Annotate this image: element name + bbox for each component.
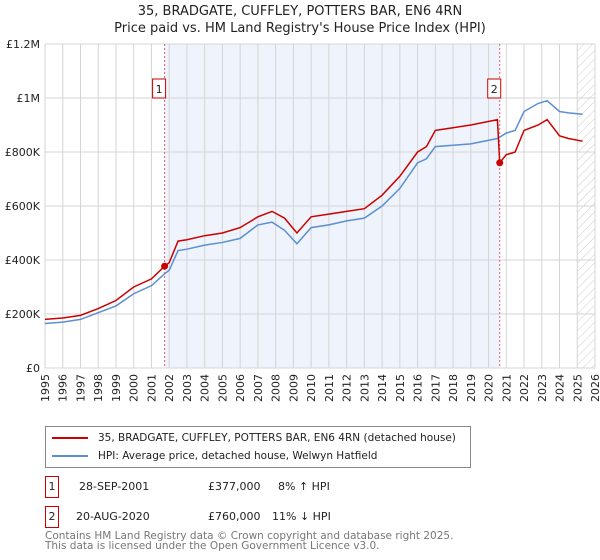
x-tick-label: 2017 xyxy=(429,374,442,402)
x-tick-label: 2001 xyxy=(145,374,158,402)
sale-price: £760,000 xyxy=(208,510,261,523)
x-tick-label: 1997 xyxy=(74,374,87,402)
sale-price: £377,000 xyxy=(208,480,261,493)
x-tick-label: 2005 xyxy=(216,374,229,402)
series-line-hpi xyxy=(44,99,583,325)
y-tick-label: £1M xyxy=(17,92,41,105)
footer-line-2: This data is licensed under the Open Gov… xyxy=(45,540,380,552)
y-tick-label: £200K xyxy=(5,308,41,321)
footer: Contains HM Land Registry data © Crown c… xyxy=(45,530,454,552)
x-tick-label: 2009 xyxy=(287,374,300,402)
y-tick-label: £1.2M xyxy=(6,38,40,51)
x-tick-label: 2007 xyxy=(252,374,265,402)
x-tick-label: 2021 xyxy=(500,374,513,402)
annotation-box xyxy=(152,78,167,99)
legend-red-swatch xyxy=(52,437,88,439)
x-tick-label: 2024 xyxy=(554,374,567,402)
legend-blue-label: HPI: Average price, detached house, Welw… xyxy=(98,450,378,462)
sale-point xyxy=(161,262,169,270)
x-tick-label: 2011 xyxy=(323,374,336,402)
series-line-price xyxy=(44,118,583,321)
x-tick-label: 2010 xyxy=(305,374,318,402)
y-tick-label: £0 xyxy=(26,362,40,375)
x-tick-label: 2026 xyxy=(589,374,600,402)
annotation-box xyxy=(487,78,502,99)
sale-date: 28-SEP-2001 xyxy=(79,480,150,493)
x-tick-label: 2019 xyxy=(465,374,478,402)
x-tick-label: 2012 xyxy=(341,374,354,402)
x-tick-label: 2006 xyxy=(234,374,247,402)
x-tick-label: 2020 xyxy=(483,374,496,402)
y-tick-label: £800K xyxy=(5,146,41,159)
sale-row-2: 2 20-AUG-2020 £760,000 11% ↓ HPI xyxy=(45,506,445,528)
sale-date: 20-AUG-2020 xyxy=(76,510,150,523)
x-tick-label: 1999 xyxy=(110,374,123,402)
sale-hpi: 11% ↓ HPI xyxy=(272,510,331,523)
x-tick-label: 2018 xyxy=(447,374,460,402)
annotation-label: 2 xyxy=(491,83,498,96)
sale-badge: 2 xyxy=(45,506,59,528)
annotation-label: 1 xyxy=(156,83,163,96)
price-chart: 1995 1996 1997 1998 1999 2000 2001 2002 2003 2004… xyxy=(5,38,600,402)
x-tick-label: 2003 xyxy=(181,374,194,402)
legend: 35, BRADGATE, CUFFLEY, POTTERS BAR, EN6 … xyxy=(45,426,471,468)
x-tick-label: 2016 xyxy=(412,374,425,402)
x-tick-label: 2023 xyxy=(536,374,549,402)
chart-title: 35, BRADGATE, CUFFLEY, POTTERS BAR, EN6 … xyxy=(137,4,463,19)
x-tick-label: 2015 xyxy=(394,374,407,402)
x-tick-label: 1996 xyxy=(57,374,70,402)
sale-point xyxy=(496,159,504,167)
sale-hpi: 8% ↑ HPI xyxy=(278,480,330,493)
sale-row-1: 1 28-SEP-2001 £377,000 8% ↑ HPI xyxy=(45,476,445,498)
x-tick-label: 2014 xyxy=(376,374,389,402)
y-tick-label: £400K xyxy=(5,254,41,267)
x-tick-label: 1995 xyxy=(39,374,52,402)
x-tick-label: 2004 xyxy=(199,374,212,402)
x-tick-label: 2002 xyxy=(163,374,176,402)
footer-line-1: Contains HM Land Registry data © Crown c… xyxy=(45,530,454,542)
y-tick-label: £600K xyxy=(5,200,41,213)
x-tick-label: 2025 xyxy=(571,374,584,402)
x-tick-label: 2022 xyxy=(518,374,531,402)
x-tick-label: 1998 xyxy=(92,374,105,402)
x-tick-label: 2013 xyxy=(358,374,371,402)
x-tick-label: 2000 xyxy=(128,374,141,402)
legend-red-label: 35, BRADGATE, CUFFLEY, POTTERS BAR, EN6 … xyxy=(98,432,456,444)
sale-badge: 1 xyxy=(45,476,59,498)
x-tick-label: 2008 xyxy=(270,374,283,402)
legend-blue-swatch xyxy=(52,455,88,457)
chart-subtitle: Price paid vs. HM Land Registry's House … xyxy=(114,21,486,36)
